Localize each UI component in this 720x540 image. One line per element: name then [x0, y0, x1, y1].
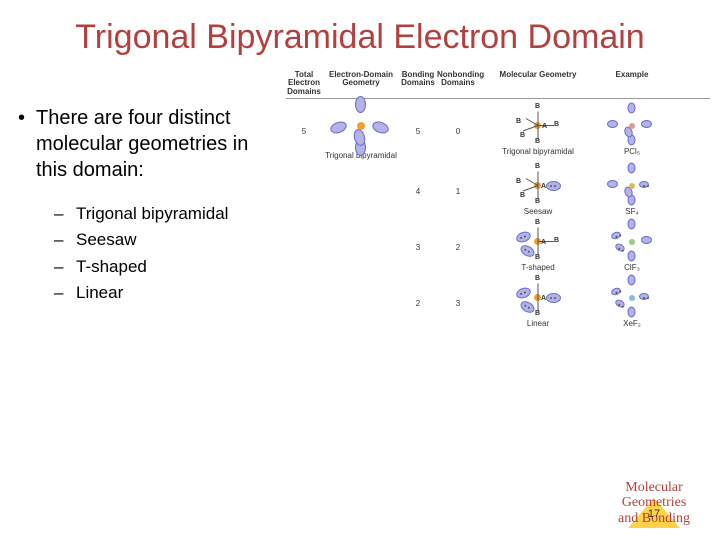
ex-label: ClF₃	[596, 263, 668, 272]
slide-title: Trigonal Bipyramidal Electron Domain	[0, 0, 720, 57]
mol-glyph-seesaw: B B B B A	[508, 166, 568, 206]
cell-nonbonding: 0	[436, 127, 480, 136]
footer-line: Molecular	[618, 480, 690, 495]
cell-bonding: 4	[400, 187, 436, 196]
list-item: Trigonal bipyramidal	[54, 201, 278, 227]
cell-edg: Trigonal bipyramidal	[322, 102, 400, 160]
cell-example: XeF₂	[596, 278, 668, 328]
mol-glyph-tshape: B B B A	[508, 222, 568, 262]
table-row: 4 1 B B B B A	[286, 163, 710, 219]
example-glyph	[609, 166, 655, 206]
cell-nonbonding: 2	[436, 243, 480, 252]
main-bullet: There are four distinct molecular geomet…	[18, 105, 278, 183]
example-glyph	[609, 106, 655, 146]
col-header: Example	[596, 71, 668, 96]
figure-column: Total Electron Domains Electron-Domain G…	[278, 71, 710, 331]
cell-nonbonding: 1	[436, 187, 480, 196]
cell-total: 5	[286, 127, 322, 136]
table-row: 3 2 B B B A T-shaped	[286, 219, 710, 275]
mg-label: Seesaw	[480, 207, 596, 216]
geometry-table: Total Electron Domains Electron-Domain G…	[286, 71, 710, 331]
col-header: Molecular Geometry	[480, 71, 596, 96]
mol-glyph-linear: B B A	[508, 278, 568, 318]
col-header: Total Electron Domains	[286, 71, 322, 96]
cell-molgeom: B B B A T-shaped	[480, 222, 596, 272]
text-column: There are four distinct molecular geomet…	[18, 71, 278, 331]
example-glyph	[609, 222, 655, 262]
cell-molgeom: B B A Linear	[480, 278, 596, 328]
sub-bullet-list: Trigonal bipyramidal Seesaw T-shaped Lin…	[18, 201, 278, 306]
col-header: Nonbonding Domains	[436, 71, 480, 96]
content-area: There are four distinct molecular geomet…	[0, 57, 720, 331]
cell-example: SF₄	[596, 166, 668, 216]
list-item: T-shaped	[54, 254, 278, 280]
cell-example: PCl₅	[596, 106, 668, 156]
example-glyph	[609, 278, 655, 318]
cell-molgeom: B B B B B A Trigonal bipyramidal	[480, 106, 596, 156]
table-row: 5 Trigonal bipyramidal 5 0	[286, 99, 710, 163]
ex-label: XeF₂	[596, 319, 668, 328]
cell-bonding: 2	[400, 299, 436, 308]
cell-bonding: 3	[400, 243, 436, 252]
footer-badge: Molecular Geometries and Bonding 17	[618, 480, 690, 526]
mol-glyph-tbp: B B B B B A	[508, 106, 568, 146]
edg-glyph	[334, 102, 388, 150]
ex-label: SF₄	[596, 207, 668, 216]
list-item: Linear	[54, 280, 278, 306]
mg-label: T-shaped	[480, 263, 596, 272]
mg-label: Linear	[480, 319, 596, 328]
table-header-row: Total Electron Domains Electron-Domain G…	[286, 71, 710, 99]
cell-molgeom: B B B B A Seesaw	[480, 166, 596, 216]
col-header: Bonding Domains	[400, 71, 436, 96]
list-item: Seesaw	[54, 227, 278, 253]
page-number: 17	[648, 508, 660, 520]
cell-bonding: 5	[400, 127, 436, 136]
table-row: 2 3 B B A Linear	[286, 275, 710, 331]
cell-example: ClF₃	[596, 222, 668, 272]
mg-label: Trigonal bipyramidal	[480, 147, 596, 156]
col-header: Electron-Domain Geometry	[322, 71, 400, 96]
cell-nonbonding: 3	[436, 299, 480, 308]
ex-label: PCl₅	[596, 147, 668, 156]
